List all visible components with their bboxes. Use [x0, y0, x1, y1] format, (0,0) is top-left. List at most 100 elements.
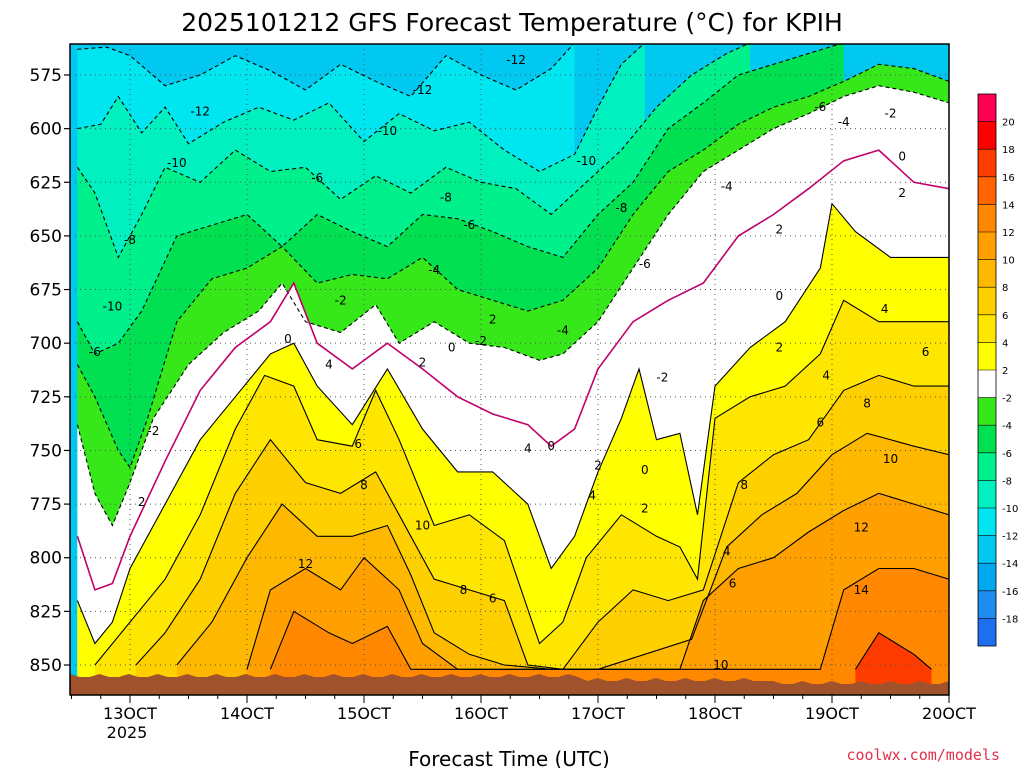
colorbar-swatch: [978, 397, 996, 426]
colorbar-label: -12: [1002, 532, 1018, 543]
contour-label: -12: [506, 53, 526, 67]
contour-label: -10: [167, 156, 187, 170]
colorbar-label: 8: [1002, 283, 1008, 294]
contour-label: -4: [428, 263, 440, 277]
y-tick-label: 625: [30, 173, 62, 193]
contour-label: 8: [863, 396, 871, 410]
contour-label: 12: [854, 521, 869, 535]
colorbar-label: -18: [1002, 614, 1018, 625]
contour-line-14: [854, 632, 932, 670]
colorbar-label: -16: [1002, 587, 1018, 598]
contour-label: 4: [881, 302, 889, 316]
colorbar-swatch: [978, 425, 996, 453]
colorbar-swatch: [978, 535, 996, 564]
x-tick-label: 20OCT: [922, 704, 976, 723]
colorbar-label: -8: [1002, 476, 1012, 487]
contour-label: 4: [325, 358, 333, 372]
contour-label: -8: [440, 190, 452, 204]
contour-label: -2: [475, 334, 487, 348]
contour-label: 8: [740, 478, 748, 492]
y-tick-label: 775: [30, 495, 62, 515]
colorbar-swatch: [978, 287, 996, 315]
contour-label: 2: [138, 495, 146, 509]
chart-title: 2025101212 GFS Forecast Temperature (°C)…: [181, 8, 843, 37]
band-fill-14: [855, 632, 932, 695]
contour-line-4: [94, 299, 949, 666]
x-tick-sublabel: 2025: [107, 723, 148, 742]
y-tick-label: 825: [30, 602, 62, 622]
contour-label: 4: [723, 544, 731, 558]
x-tick-label: 19OCT: [805, 704, 859, 723]
y-tick-label: 725: [30, 388, 62, 408]
contour-line--8: [76, 44, 749, 259]
contour-label: -6: [463, 218, 475, 232]
y-tick-label: 750: [30, 441, 62, 461]
colorbar-label: 20: [1002, 118, 1015, 129]
y-tick-label: 575: [30, 66, 62, 86]
contour-label: 8: [360, 478, 368, 492]
contour-label: 6: [922, 345, 930, 359]
band-fill-10: [247, 493, 949, 695]
colorbar-label: -6: [1002, 449, 1012, 460]
colorbar-swatch: [978, 121, 996, 150]
contour-label: -6: [89, 345, 101, 359]
credit-text: coolwx.com/models: [846, 746, 1000, 764]
contour-label: -12: [413, 83, 433, 97]
contour-line--4: [76, 63, 949, 469]
contour-label: 0: [448, 340, 456, 354]
colorbar-swatch: [978, 204, 996, 232]
contour-label: 4: [524, 441, 532, 455]
contour-line--12: [77, 44, 575, 98]
plot-frame: [69, 43, 950, 696]
contour-label: -4: [721, 180, 733, 194]
colorbar-swatch: [978, 563, 996, 591]
colorbar-label: 12: [1002, 228, 1015, 239]
contour-labels: -12 -12 -12 -10 -10 -10 -10 -8 -8 -8 -6 -6 -6 -6 -6 -4 -…: [89, 53, 991, 672]
contour-line-8: [176, 432, 949, 670]
contour-label: 6: [729, 576, 737, 590]
contour-line--6: [76, 44, 842, 355]
y-tick-label: 650: [30, 227, 62, 247]
contour-label: -2: [885, 107, 897, 121]
colorbar-swatch: [978, 94, 996, 122]
contour-line-6: [135, 374, 949, 670]
colorbar-label: 16: [1002, 173, 1015, 184]
contour-label: 10: [713, 658, 728, 672]
contour-label: -2: [335, 293, 347, 307]
contour-label: -6: [311, 171, 323, 185]
y-tick-label: 700: [30, 334, 62, 354]
contour-label: -10: [576, 154, 596, 168]
y-tick-label: 800: [30, 549, 62, 569]
contour-label: -6: [814, 100, 826, 114]
colorbar-swatch: [978, 452, 996, 481]
colorbar-label: 18: [1002, 145, 1015, 156]
colorbar-swatch: [978, 176, 996, 205]
x-tick-label: 13OCT: [103, 704, 157, 723]
y-tick-label: 600: [30, 120, 62, 140]
contour-label: 2: [776, 222, 784, 236]
colorbar-swatch: [978, 508, 996, 536]
contour-label: -10: [103, 300, 123, 314]
colorbar-swatch: [978, 259, 996, 288]
colorbar-label: -2: [1002, 394, 1012, 405]
colorbar-label: 6: [1002, 311, 1008, 322]
contour-label: -4: [838, 115, 850, 129]
colorbar-label: 14: [1002, 200, 1015, 211]
contour-label: -4: [557, 323, 569, 337]
contour-label: 14: [976, 652, 991, 666]
x-tick-label: 16OCT: [454, 704, 508, 723]
contour-label: 2: [776, 340, 784, 354]
contour-label: 0: [776, 289, 784, 303]
colorbar-label: -10: [1002, 504, 1018, 515]
x-tick-label: 14OCT: [220, 704, 274, 723]
y-tick-label: 850: [30, 656, 62, 676]
ground-fill: [70, 674, 949, 695]
colorbar-label: 4: [1002, 338, 1008, 349]
contour-label: 6: [489, 591, 497, 605]
contour-lines: [76, 44, 949, 670]
contour-label: -10: [378, 124, 398, 138]
colorbar-swatch: [978, 232, 996, 260]
colorbar-label: 2: [1002, 366, 1008, 377]
colorbar-swatch: [978, 342, 996, 370]
